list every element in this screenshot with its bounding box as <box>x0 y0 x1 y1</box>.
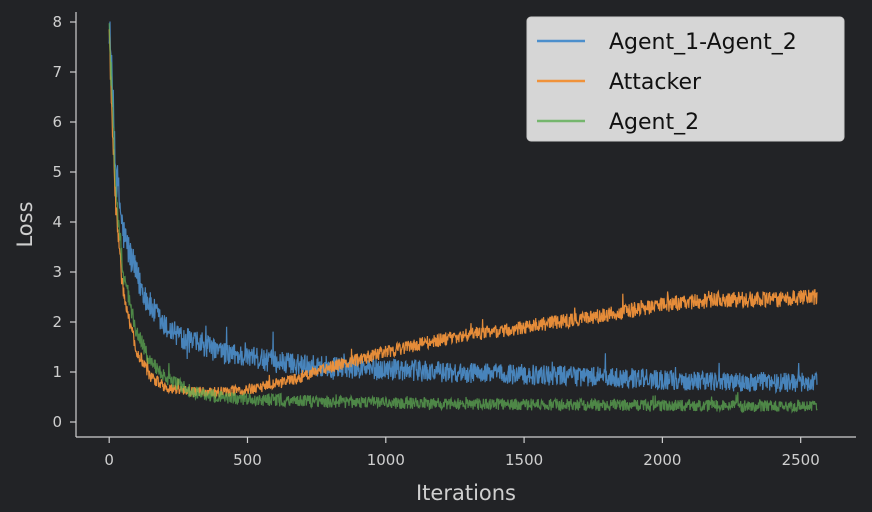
series-line-agent-1-agent-2 <box>108 21 818 395</box>
x-tick-label: 1000 <box>367 451 405 469</box>
legend-entry-label: Agent_1-Agent_2 <box>609 30 797 55</box>
x-tick-label: 0 <box>104 451 114 469</box>
y-tick-label: 2 <box>52 313 62 331</box>
axes-layer: 0 500 1000 1500 2000 2500 0 1 2 3 4 5 6 7 8 <box>52 12 856 469</box>
legend: Agent_1-Agent_2 Attacker Agent_2 <box>526 16 845 142</box>
x-tick-label: 500 <box>233 451 262 469</box>
y-tick-label: 7 <box>52 63 62 81</box>
series-line-agent-2 <box>108 23 818 414</box>
x-tick-label: 1500 <box>505 451 543 469</box>
y-tick-label: 5 <box>52 163 62 181</box>
y-tick-label: 1 <box>52 363 62 381</box>
y-tick-label: 6 <box>52 113 62 131</box>
legend-entry-label: Agent_2 <box>609 110 699 135</box>
x-tick-label: 2000 <box>643 451 681 469</box>
series-line-attacker <box>108 29 818 399</box>
x-axis-label: Iterations <box>416 481 516 505</box>
y-axis-label: Loss <box>13 201 37 247</box>
y-tick-label: 3 <box>52 263 62 281</box>
legend-box <box>526 16 845 142</box>
y-tick-label: 4 <box>52 213 62 231</box>
y-tick-label: 0 <box>52 413 62 431</box>
x-tick-label: 2500 <box>782 451 820 469</box>
series-layer <box>108 21 818 414</box>
y-tick-label: 8 <box>52 13 62 31</box>
legend-entry-label: Attacker <box>609 70 702 95</box>
